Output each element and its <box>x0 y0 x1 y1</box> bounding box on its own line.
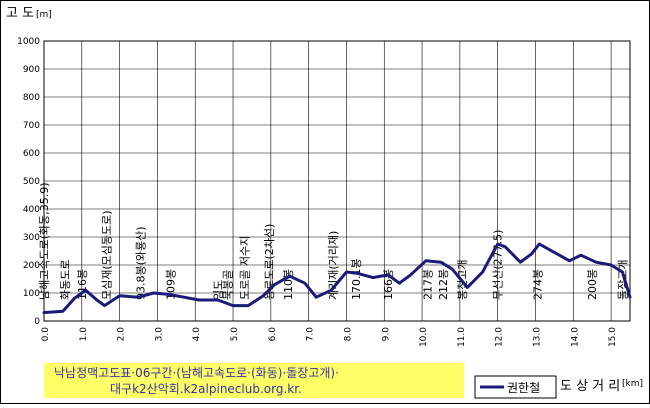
peak-annotation: 무선산(277.5) <box>492 230 505 300</box>
caption-line-2: 대구k2산악회.k2alpineclub.org.kr. <box>110 382 302 396</box>
peak-annotation: 용로도로(2차선) <box>263 224 276 300</box>
y-axis-unit: [m] <box>36 10 52 20</box>
y-tick-label: 600 <box>23 149 40 159</box>
x-tick-label: 5.0 <box>230 327 240 342</box>
peak-annotation: 93.8봉(와룡산) <box>134 226 147 300</box>
x-tick-label: 6.0 <box>268 327 278 342</box>
x-axis-unit: [km] <box>622 379 643 389</box>
caption-background <box>44 363 464 398</box>
elevation-line <box>42 242 632 315</box>
y-tick-label: 500 <box>23 177 40 187</box>
peak-annotation: 170.1봉 <box>350 258 363 300</box>
peak-annotation: 212봉 <box>437 269 450 300</box>
legend-label: 권한철 <box>507 381 540 395</box>
x-tick-label: 15.0 <box>608 327 618 347</box>
y-tick-label: 300 <box>23 233 40 243</box>
peak-annotation: 임도 <box>212 280 225 300</box>
x-tick-label: 7.0 <box>306 327 316 342</box>
x-tick-label: 14.0 <box>570 327 580 347</box>
y-axis-label: 고 도 <box>6 6 34 21</box>
x-tick-label: 3.0 <box>154 327 164 342</box>
peak-annotation: 묵봉골 <box>221 270 234 300</box>
x-tick-label: 4.0 <box>192 327 202 342</box>
peak-annotation: 110봉 <box>282 269 295 300</box>
y-tick-label: 100 <box>23 289 40 299</box>
peak-annotation: 남해고속도로(화동,35.9) <box>37 182 51 300</box>
x-tick-label: 9.0 <box>381 327 391 342</box>
peak-annotation: 274봉 <box>531 269 544 300</box>
y-tick-label: 400 <box>23 205 40 215</box>
peak-annotation: 모심재(모심동도로) <box>100 210 113 300</box>
y-tick-label: 1000 <box>17 37 40 47</box>
x-axis-label: 도 상 거 리 <box>560 379 620 394</box>
plot-frame <box>43 40 631 322</box>
y-tick-label: 800 <box>23 93 40 103</box>
peak-annotation: 217봉 <box>422 269 435 300</box>
x-tick-label: 10.0 <box>419 327 429 347</box>
y-tick-label: 0 <box>34 317 40 327</box>
peak-annotation: 109봉 <box>165 269 178 300</box>
caption-box: 낙남정맥고도표·06구간·(남해고속도로·(화동)·돌장고개)· 대구k2산악회… <box>44 363 464 398</box>
x-tick-label: 2.0 <box>117 327 127 342</box>
x-tick-label: 13.0 <box>532 327 542 347</box>
x-tick-label: 0.0 <box>41 327 51 342</box>
peak-annotation: 화동도로 <box>59 260 72 300</box>
legend-box <box>474 375 557 399</box>
peak-annotation: 116봉 <box>76 269 89 300</box>
x-tick-label: 11.0 <box>457 327 467 347</box>
x-tick-label: 12.0 <box>495 327 505 347</box>
legend: 권한철 <box>474 375 557 399</box>
peak-annotation: 도로골 저수지 <box>238 236 251 300</box>
y-tick-label: 900 <box>23 65 40 75</box>
y-tick-label: 200 <box>23 261 40 271</box>
peak-annotation: 200봉 <box>586 269 599 300</box>
y-tick-label: 700 <box>23 121 40 131</box>
x-tick-label: 1.0 <box>79 327 89 342</box>
caption-line-1: 낙남정맥고도표·06구간·(남해고속도로·(화동)·돌장고개)· <box>54 366 339 380</box>
x-tick-label: 8.0 <box>343 327 353 342</box>
